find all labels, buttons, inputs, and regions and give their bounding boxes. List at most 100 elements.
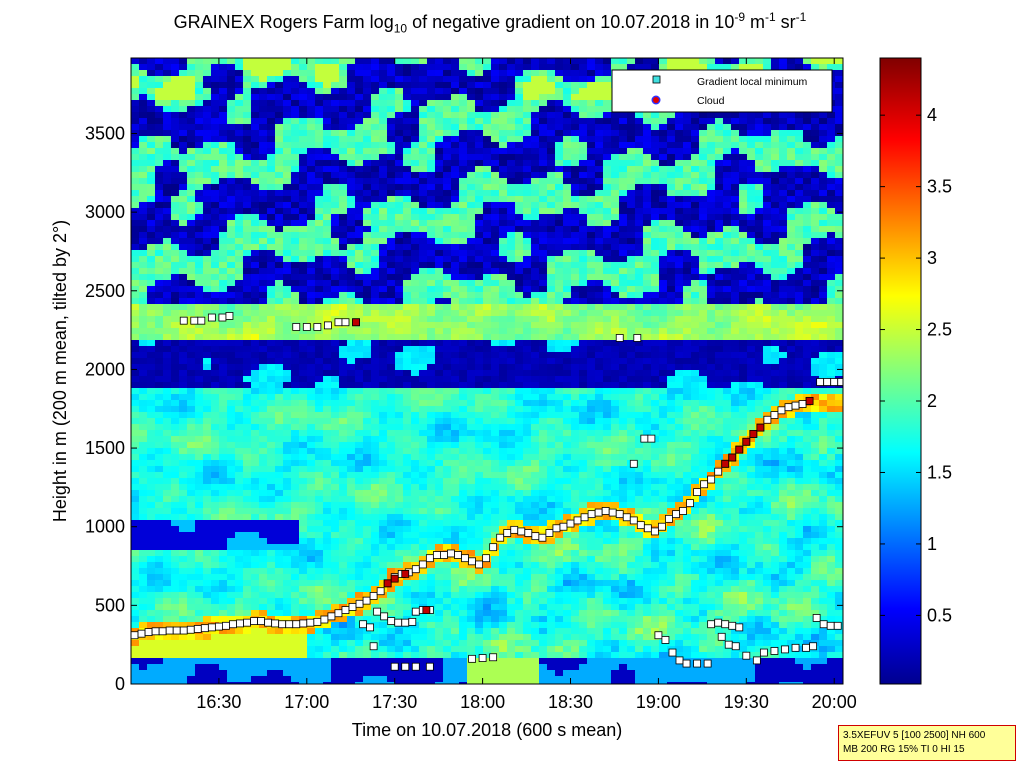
heatmap-cell: [491, 358, 499, 364]
heatmap-cell: [139, 208, 147, 214]
heatmap-cell: [627, 280, 635, 286]
heatmap-cell: [211, 364, 219, 370]
heatmap-cell: [667, 256, 675, 262]
heatmap-cell: [827, 316, 835, 322]
heatmap-cell: [427, 280, 435, 286]
heatmap-cell: [291, 244, 299, 250]
heatmap-cell: [219, 346, 227, 352]
heatmap-cell: [339, 352, 347, 358]
heatmap-cell: [179, 154, 187, 160]
heatmap-cell: [723, 268, 731, 274]
heatmap-cell: [587, 196, 595, 202]
heatmap-cell: [155, 238, 163, 244]
heatmap-cell: [467, 190, 475, 196]
heatmap-cell: [235, 358, 243, 364]
heatmap-cell: [147, 214, 155, 220]
heatmap-cell: [627, 118, 635, 124]
heatmap-cell: [259, 64, 267, 70]
heatmap-cell: [539, 82, 547, 88]
heatmap-cell: [803, 370, 811, 376]
heatmap-cell: [595, 310, 603, 316]
heatmap-cell: [331, 274, 339, 280]
heatmap-cell: [291, 172, 299, 178]
heatmap-cell: [155, 256, 163, 262]
heatmap-cell: [203, 238, 211, 244]
heatmap-cell: [547, 130, 555, 136]
heatmap-cell: [371, 184, 379, 190]
heatmap-cell: [683, 310, 691, 316]
heatmap-cell: [683, 340, 691, 346]
heatmap-cell: [203, 190, 211, 196]
heatmap-cell: [675, 202, 683, 208]
heatmap-cell: [771, 358, 779, 364]
heatmap-cell: [227, 328, 235, 334]
heatmap-cell: [747, 184, 755, 190]
heatmap-cell: [611, 346, 619, 352]
heatmap-cell: [411, 214, 419, 220]
heatmap-cell: [443, 280, 451, 286]
heatmap-cell: [395, 214, 403, 220]
heatmap-cell: [523, 184, 531, 190]
heatmap-cell: [683, 112, 691, 118]
heatmap-cell: [667, 220, 675, 226]
heatmap-cell: [187, 328, 195, 334]
heatmap-cell: [699, 148, 707, 154]
heatmap-cell: [555, 238, 563, 244]
heatmap-cell: [515, 154, 523, 160]
heatmap-cell: [579, 136, 587, 142]
heatmap-cell: [347, 208, 355, 214]
heatmap-cell: [187, 124, 195, 130]
heatmap-cell: [403, 292, 411, 298]
heatmap-cell: [819, 148, 827, 154]
heatmap-cell: [507, 238, 515, 244]
heatmap-cell: [547, 346, 555, 352]
heatmap-cell: [771, 382, 779, 388]
heatmap-cell: [819, 226, 827, 232]
heatmap-cell: [203, 64, 211, 70]
heatmap-cell: [715, 376, 723, 382]
heatmap-cell: [459, 64, 467, 70]
heatmap-cell: [251, 238, 259, 244]
heatmap-cell: [651, 292, 659, 298]
heatmap-cell: [419, 166, 427, 172]
heatmap-cell: [179, 136, 187, 142]
heatmap-cell: [595, 286, 603, 292]
heatmap-cell: [379, 190, 387, 196]
heatmap-cell: [675, 226, 683, 232]
heatmap-cell: [539, 154, 547, 160]
heatmap-cell: [795, 370, 803, 376]
heatmap-cell: [347, 280, 355, 286]
heatmap-cell: [835, 352, 843, 358]
heatmap-cell: [355, 382, 363, 388]
heatmap-cell: [771, 238, 779, 244]
heatmap-cell: [739, 388, 747, 394]
heatmap-cell: [499, 388, 507, 394]
heatmap-cell: [283, 310, 291, 316]
heatmap-cell: [387, 232, 395, 238]
heatmap-cell: [179, 190, 187, 196]
heatmap-cell: [203, 226, 211, 232]
heatmap-cell: [771, 292, 779, 298]
heatmap-cell: [275, 322, 283, 328]
heatmap-cell: [395, 244, 403, 250]
heatmap-cell: [563, 226, 571, 232]
heatmap-cell: [387, 286, 395, 292]
heatmap-cell: [379, 196, 387, 202]
heatmap-cell: [731, 358, 739, 364]
heatmap-cell: [475, 160, 483, 166]
heatmap-cell: [219, 76, 227, 82]
heatmap-cell: [571, 82, 579, 88]
heatmap-cell: [459, 352, 467, 358]
heatmap-cell: [411, 124, 419, 130]
heatmap-cell: [147, 382, 155, 388]
heatmap-cell: [795, 364, 803, 370]
heatmap-cell: [155, 310, 163, 316]
heatmap-cell: [491, 82, 499, 88]
heatmap-cell: [675, 310, 683, 316]
heatmap-cell: [483, 106, 491, 112]
heatmap-cell: [475, 256, 483, 262]
heatmap-cell: [315, 382, 323, 388]
heatmap-cell: [595, 346, 603, 352]
heatmap-cell: [187, 142, 195, 148]
heatmap-cell: [187, 292, 195, 298]
